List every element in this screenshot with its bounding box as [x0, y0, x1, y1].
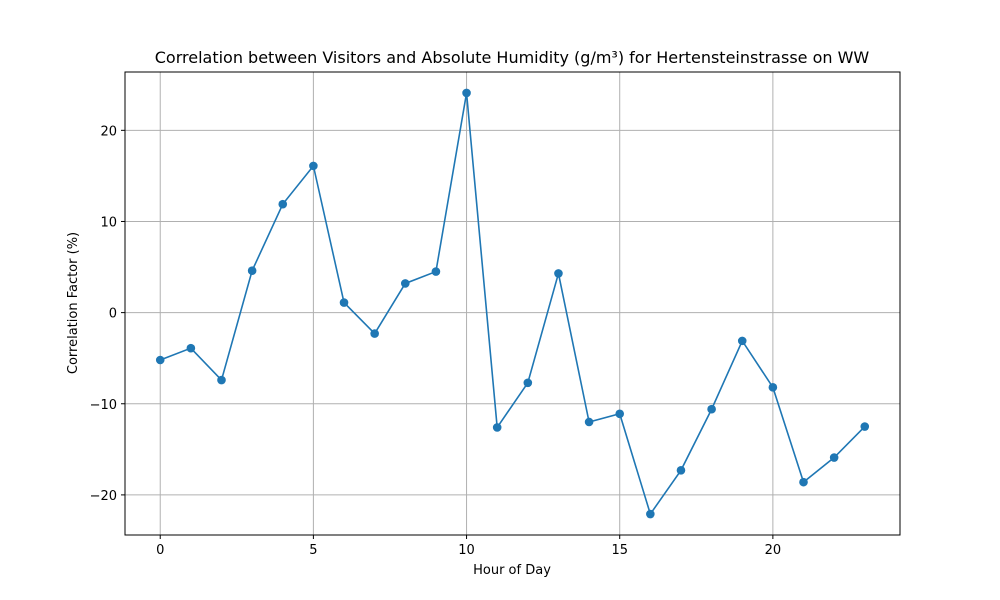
data-point — [309, 161, 318, 171]
x-tick-label: 20 — [765, 543, 782, 558]
y-tick-label: −20 — [90, 489, 117, 504]
data-point — [737, 336, 747, 346]
data-point — [217, 375, 226, 385]
x-tick-label: 0 — [156, 543, 164, 558]
data-point — [462, 88, 471, 98]
x-axis-label: Hour of Day — [473, 563, 551, 578]
data-point — [799, 477, 808, 487]
data-point — [186, 343, 196, 353]
data-point — [860, 422, 870, 431]
data-point — [155, 355, 165, 365]
data-point — [247, 266, 257, 275]
data-point — [492, 423, 502, 432]
y-tick-label: −10 — [90, 398, 117, 413]
plot-frame — [124, 71, 901, 536]
data-point — [400, 279, 410, 288]
x-tick-label: 5 — [309, 543, 317, 558]
data-point — [615, 409, 625, 419]
tick-layer: 0 5 10 15 20 −20 −10 0 10 20 — [90, 124, 782, 558]
x-tick-label: 10 — [458, 543, 475, 558]
y-tick-label: 10 — [100, 215, 117, 230]
data-point — [829, 453, 839, 462]
series-line — [159, 92, 866, 516]
data-point — [339, 298, 349, 307]
x-tick-label: 15 — [611, 543, 628, 558]
y-tick-label: 20 — [100, 124, 117, 139]
data-point — [370, 329, 379, 338]
data-point — [646, 509, 655, 519]
data-point — [584, 417, 594, 427]
data-point — [431, 267, 441, 276]
data-point — [278, 199, 288, 209]
y-axis-label: Correlation Factor (%) — [66, 232, 81, 374]
data-point — [676, 465, 686, 475]
grid-layer — [125, 72, 900, 535]
y-tick-label: 0 — [109, 307, 117, 322]
data-point — [707, 404, 716, 414]
data-point — [554, 269, 563, 278]
data-point — [768, 383, 778, 392]
data-point — [523, 378, 533, 388]
series-layer — [155, 88, 870, 519]
chart-title: Correlation between Visitors and Absolut… — [155, 48, 870, 67]
